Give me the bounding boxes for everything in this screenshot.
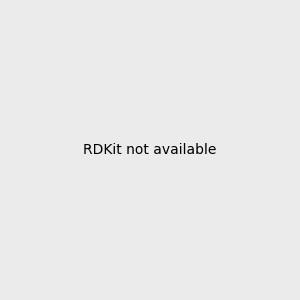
Text: RDKit not available: RDKit not available [83,143,217,157]
